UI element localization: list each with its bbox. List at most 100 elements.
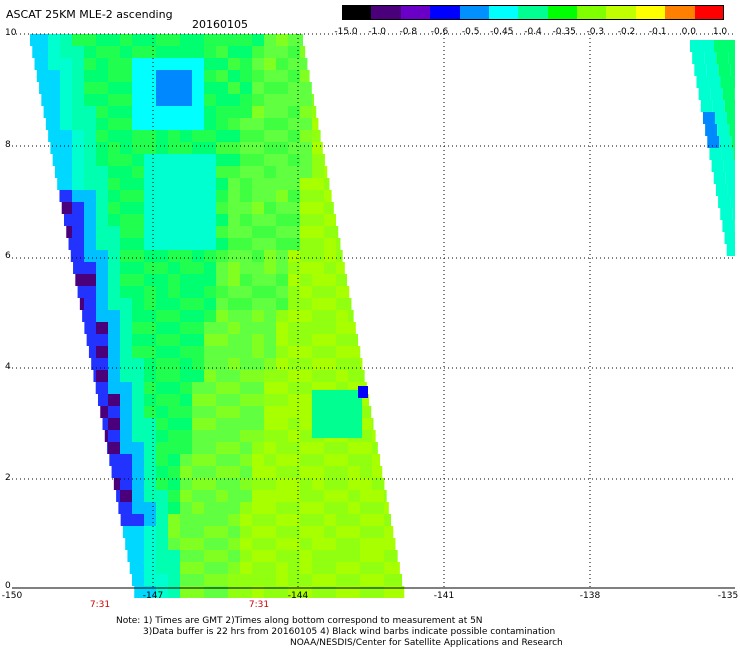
colorbar-swatch [342, 5, 372, 20]
swath-cell [180, 442, 192, 454]
swath-cell [156, 454, 168, 466]
swath-cell [104, 430, 108, 442]
swath-cell [228, 106, 240, 118]
swath-cell [324, 178, 330, 190]
swath-cell [276, 298, 288, 310]
swath-cell [252, 70, 264, 82]
swath-cell [300, 106, 312, 118]
swath-cell [276, 238, 288, 250]
swath-cell [192, 406, 204, 418]
swath-cell [120, 262, 132, 274]
swath-cell [120, 502, 132, 514]
swath-cell [252, 334, 264, 346]
swath-cell [156, 382, 168, 394]
swath-cell [204, 454, 216, 466]
swath-cell [108, 118, 120, 130]
swath-cell [360, 418, 372, 430]
swath-cell [300, 394, 312, 406]
swath-cell [276, 526, 288, 538]
swath-cell [724, 100, 735, 112]
swath-cell [288, 274, 300, 286]
swath-cell [300, 322, 312, 334]
swath-cell [108, 142, 120, 154]
swath-cell [192, 298, 204, 310]
swath-cell [144, 250, 156, 262]
swath-cell [192, 106, 204, 118]
swath-cell [180, 550, 192, 562]
swath-cell [228, 130, 240, 142]
swath-cell [228, 502, 240, 514]
colorbar-label: -0.1 [648, 27, 667, 37]
swath-cell [360, 562, 372, 574]
swath-cell [300, 202, 312, 214]
swath-cell [204, 106, 216, 118]
swath-cell [216, 262, 228, 274]
swath-cell [132, 142, 144, 154]
swath-cell [120, 82, 132, 94]
swath-cell [96, 94, 108, 106]
swath-cell [722, 220, 735, 232]
swath-cell [96, 166, 108, 178]
swath-cell [348, 526, 360, 538]
swath-cell [252, 286, 264, 298]
swath-cell [108, 34, 120, 46]
swath-cell [96, 370, 108, 382]
swath-cell [144, 466, 156, 478]
swath-cell [714, 40, 726, 52]
swath-cell [180, 238, 192, 250]
swath-cell [336, 250, 343, 262]
swath-cell [168, 298, 180, 310]
swath-cell [276, 358, 288, 370]
swath-cell [264, 550, 276, 562]
swath-cell [372, 466, 383, 478]
swath-cell [72, 58, 84, 70]
swath-cell [240, 442, 252, 454]
swath-cell [204, 430, 216, 442]
swath-cell [288, 442, 300, 454]
swath-cell [120, 454, 132, 466]
swath-cell [228, 370, 240, 382]
swath-cell [264, 382, 276, 394]
swath-cell [192, 466, 204, 478]
swath-cell [108, 238, 120, 250]
swath-cell [156, 550, 168, 562]
swath-cell [216, 178, 228, 190]
swath-cell [288, 454, 300, 466]
swath-cell [216, 286, 228, 298]
swath-cell [252, 502, 264, 514]
swath-cell [66, 226, 72, 238]
swath-cell [216, 118, 228, 130]
swath-cell [192, 430, 204, 442]
swath-cell [252, 46, 264, 58]
swath-cell [252, 442, 264, 454]
swath-cell [144, 286, 156, 298]
swath-cell [300, 334, 312, 346]
swath-cell [276, 250, 288, 262]
colorbar-label: -0.6 [430, 27, 449, 37]
swath-cell [228, 178, 240, 190]
swath-cell [276, 370, 288, 382]
swath-cell [204, 322, 216, 334]
swath-cell [228, 490, 240, 502]
swath-cell [324, 550, 336, 562]
swath-cell [156, 202, 168, 214]
swath-cell [108, 58, 120, 70]
swath-cell [168, 226, 180, 238]
swath-cell [156, 274, 168, 286]
swath-cell [300, 34, 303, 46]
swath-cell [180, 94, 192, 106]
swath-cell [300, 430, 312, 442]
swath-cell [336, 526, 348, 538]
swath-cell [204, 394, 216, 406]
swath-cell [228, 166, 240, 178]
swath-cell [726, 40, 735, 52]
swath-cell [240, 154, 252, 166]
swath-cell [192, 190, 204, 202]
swath-cell [264, 490, 276, 502]
swath-cell [300, 298, 312, 310]
swath-cell [132, 574, 144, 586]
swath-cell [692, 52, 705, 64]
swath-cell [288, 418, 300, 430]
swath-cell [168, 346, 180, 358]
swath-cell [276, 82, 288, 94]
